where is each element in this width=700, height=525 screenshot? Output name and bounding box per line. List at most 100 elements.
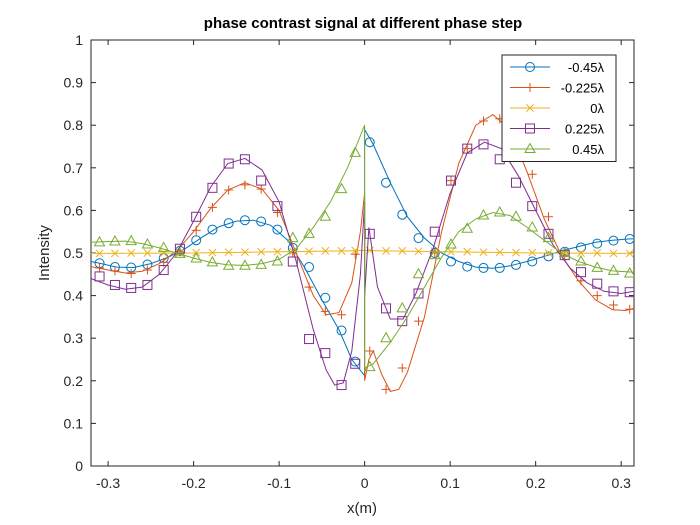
data-point-2 bbox=[257, 247, 266, 256]
data-point-4 bbox=[349, 146, 362, 157]
data-point-0 bbox=[446, 256, 457, 267]
data-point-0 bbox=[608, 235, 619, 246]
data-point-3 bbox=[336, 380, 347, 391]
data-point-2 bbox=[305, 247, 314, 256]
data-point-4 bbox=[477, 208, 490, 220]
data-point-0 bbox=[494, 262, 505, 273]
data-point-3 bbox=[381, 303, 392, 314]
data-point-0 bbox=[413, 233, 424, 244]
data-point-0 bbox=[478, 262, 489, 273]
data-point-4 bbox=[558, 246, 571, 257]
data-point-2 bbox=[609, 249, 618, 258]
data-point-2 bbox=[143, 249, 152, 257]
data-point-2 bbox=[382, 246, 390, 255]
data-point-4 bbox=[623, 266, 634, 278]
data-point-1 bbox=[110, 266, 120, 276]
data-point-0 bbox=[207, 224, 218, 235]
series-layer bbox=[91, 113, 634, 394]
data-point-3 bbox=[478, 139, 489, 150]
data-point-4 bbox=[255, 258, 268, 269]
data-point-2 bbox=[110, 249, 119, 258]
data-point-3 bbox=[126, 282, 137, 293]
data-point-4 bbox=[157, 241, 170, 252]
data-point-3 bbox=[109, 279, 120, 290]
data-point-4 bbox=[141, 237, 154, 249]
chart-title: phase contrast signal at different phase… bbox=[204, 15, 522, 32]
data-point-3 bbox=[191, 211, 202, 222]
y-tick-label: 0.6 bbox=[64, 202, 84, 218]
data-point-2 bbox=[528, 248, 537, 257]
data-point-3 bbox=[350, 358, 361, 369]
data-point-0 bbox=[624, 233, 634, 244]
y-tick-label: 0.1 bbox=[64, 415, 84, 431]
data-point-4 bbox=[222, 259, 235, 270]
legend-marker bbox=[526, 104, 534, 112]
data-point-2 bbox=[224, 248, 233, 257]
data-point-0 bbox=[304, 262, 315, 273]
data-point-4 bbox=[591, 261, 604, 272]
data-point-2 bbox=[593, 249, 602, 257]
data-point-1 bbox=[272, 208, 282, 218]
data-point-2 bbox=[414, 247, 423, 256]
legend-marker bbox=[525, 83, 535, 92]
data-point-3 bbox=[239, 154, 250, 165]
y-tick-label: 1 bbox=[75, 32, 83, 48]
data-point-4 bbox=[510, 210, 522, 221]
data-point-4 bbox=[396, 301, 409, 313]
data-point-1 bbox=[625, 304, 634, 314]
legend-marker bbox=[524, 142, 536, 153]
data-point-2 bbox=[577, 249, 585, 257]
legend-marker bbox=[525, 62, 535, 72]
data-point-3 bbox=[462, 143, 473, 154]
data-point-0 bbox=[381, 177, 392, 188]
data-point-3 bbox=[624, 287, 634, 298]
data-point-4 bbox=[363, 360, 376, 372]
data-point-1 bbox=[142, 265, 152, 275]
x-tick-label: 0.1 bbox=[440, 475, 460, 491]
data-point-0 bbox=[592, 238, 603, 249]
x-tick-label: 0.3 bbox=[611, 475, 631, 491]
data-point-2 bbox=[95, 249, 104, 258]
data-point-4 bbox=[206, 255, 219, 267]
data-point-4 bbox=[575, 254, 587, 266]
data-point-4 bbox=[125, 234, 138, 246]
legend-entry: -0.225λ bbox=[561, 81, 605, 96]
data-point-0 bbox=[527, 256, 538, 267]
data-point-0 bbox=[320, 292, 331, 303]
data-point-0 bbox=[543, 251, 554, 262]
data-point-4 bbox=[412, 267, 425, 279]
data-point-2 bbox=[337, 246, 346, 255]
data-point-3 bbox=[142, 279, 153, 290]
data-point-1 bbox=[304, 282, 314, 292]
data-point-0 bbox=[256, 216, 267, 227]
data-point-1 bbox=[126, 268, 136, 278]
data-point-2 bbox=[273, 247, 282, 256]
data-point-3 bbox=[510, 177, 521, 188]
data-point-4 bbox=[93, 235, 106, 247]
data-point-4 bbox=[271, 254, 284, 266]
data-point-3 bbox=[446, 175, 457, 186]
data-point-2 bbox=[351, 246, 360, 255]
data-point-0 bbox=[575, 242, 586, 253]
data-point-1 bbox=[337, 310, 347, 320]
data-point-1 bbox=[224, 185, 234, 195]
data-point-1 bbox=[543, 212, 553, 222]
data-point-1 bbox=[527, 169, 537, 179]
data-point-3 bbox=[223, 158, 234, 169]
data-point-2 bbox=[240, 248, 249, 257]
data-point-3 bbox=[364, 228, 375, 239]
x-tick-label: -0.1 bbox=[267, 475, 291, 491]
data-point-3 bbox=[527, 201, 538, 212]
data-point-3 bbox=[543, 228, 554, 239]
data-point-1 bbox=[95, 263, 105, 273]
legend-entry: 0.225λ bbox=[565, 122, 605, 137]
data-point-4 bbox=[461, 222, 474, 233]
x-tick-label: 0.2 bbox=[526, 475, 546, 491]
y-tick-label: 0.3 bbox=[64, 330, 84, 346]
data-point-0 bbox=[239, 215, 250, 226]
data-point-3 bbox=[256, 175, 267, 186]
data-point-2 bbox=[479, 248, 488, 257]
data-point-2 bbox=[512, 248, 520, 257]
data-point-3 bbox=[174, 243, 185, 254]
data-point-4 bbox=[335, 182, 348, 194]
